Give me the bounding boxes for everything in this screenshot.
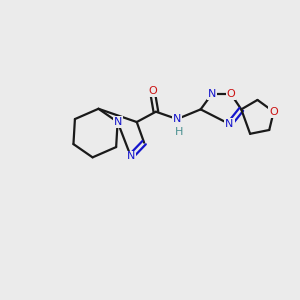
Text: N: N bbox=[208, 89, 216, 99]
Text: H: H bbox=[175, 127, 184, 137]
Text: O: O bbox=[269, 107, 278, 117]
Text: N: N bbox=[113, 117, 122, 127]
Text: N: N bbox=[127, 152, 135, 161]
Text: N: N bbox=[173, 114, 181, 124]
Text: O: O bbox=[148, 86, 157, 96]
Text: O: O bbox=[226, 89, 235, 99]
Text: N: N bbox=[225, 119, 234, 129]
